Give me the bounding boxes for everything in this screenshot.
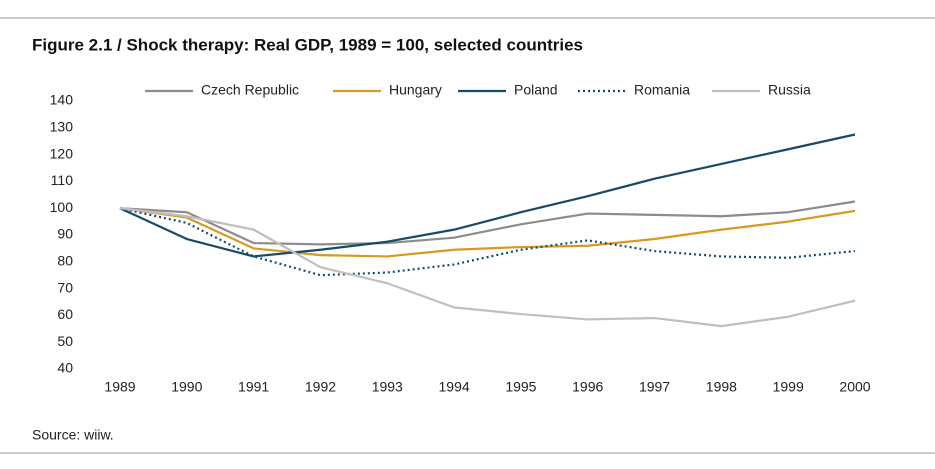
x-tick-label: 1996 xyxy=(572,379,603,395)
x-tick-label: 1989 xyxy=(104,379,135,395)
x-tick-label: 1994 xyxy=(439,379,470,395)
y-tick-label: 130 xyxy=(50,119,74,135)
x-tick-label: 1998 xyxy=(706,379,737,395)
y-tick-label: 60 xyxy=(57,306,73,322)
legend-label: Czech Republic xyxy=(201,82,299,98)
data-line xyxy=(119,207,856,328)
legend-label: Russia xyxy=(768,82,811,98)
data-line xyxy=(119,200,856,246)
x-tick-label: 2000 xyxy=(839,379,870,395)
x-tick-label: 1997 xyxy=(639,379,670,395)
chart-title: Figure 2.1 / Shock therapy: Real GDP, 19… xyxy=(32,35,583,54)
x-tick-label: 1999 xyxy=(773,379,804,395)
y-tick-label: 140 xyxy=(50,92,74,108)
y-tick-label: 90 xyxy=(57,226,73,242)
y-tick-label: 100 xyxy=(50,199,74,215)
y-tick-label: 50 xyxy=(57,333,73,349)
y-tick-label: 40 xyxy=(57,360,73,376)
data-line xyxy=(119,133,856,258)
x-tick-label: 1993 xyxy=(372,379,403,395)
x-tick-label: 1992 xyxy=(305,379,336,395)
x-tick-label: 1995 xyxy=(505,379,536,395)
source-note: Source: wiiw. xyxy=(32,427,114,443)
x-tick-label: 1991 xyxy=(238,379,269,395)
legend-label: Hungary xyxy=(389,82,442,98)
y-tick-label: 70 xyxy=(57,279,73,295)
y-tick-label: 120 xyxy=(50,145,74,161)
y-tick-label: 110 xyxy=(51,172,74,188)
x-tick-label: 1990 xyxy=(171,379,202,395)
y-tick-label: 80 xyxy=(57,253,73,269)
data-line xyxy=(119,207,856,277)
legend-label: Romania xyxy=(634,82,690,98)
data-line xyxy=(119,207,856,258)
legend-label: Poland xyxy=(514,82,558,98)
